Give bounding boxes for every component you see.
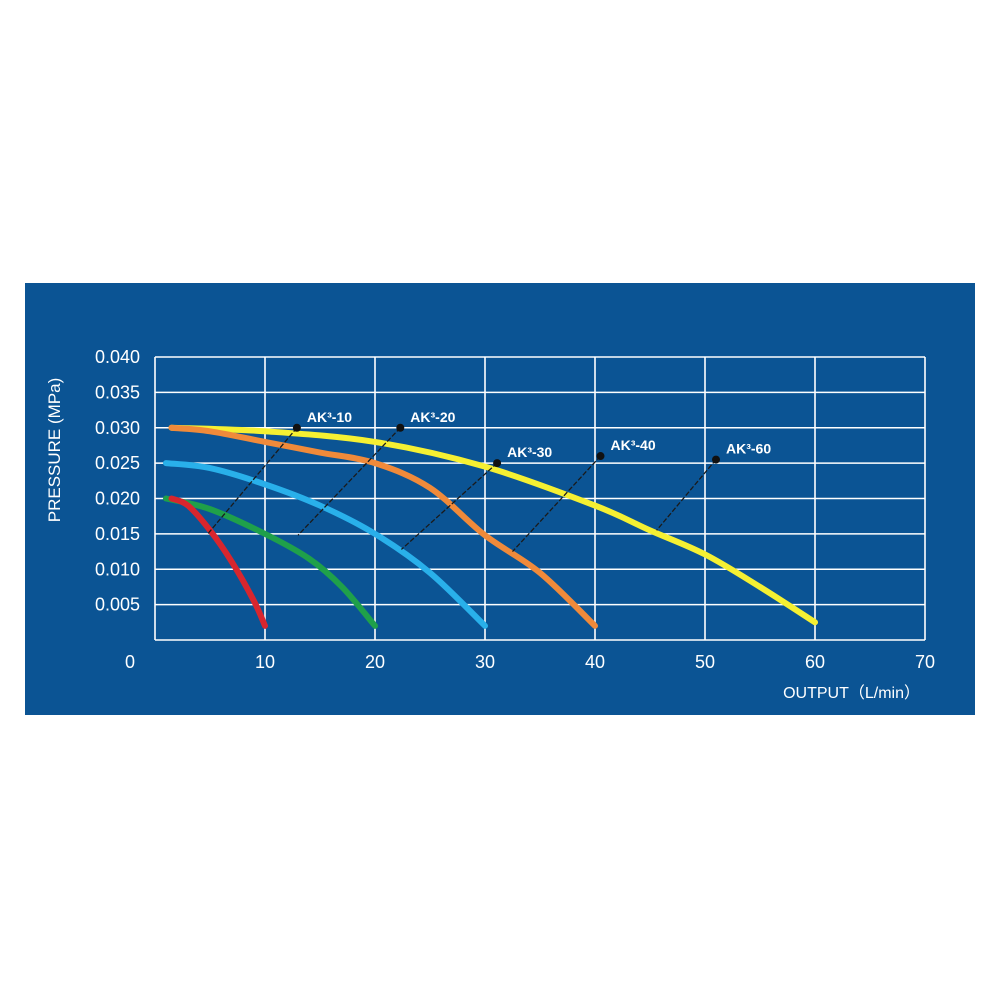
- x-tick-label: 50: [695, 652, 715, 672]
- leader-line: [297, 427, 401, 536]
- y-axis-label: PRESSURE (MPa): [45, 378, 64, 523]
- x-tick-label: 30: [475, 652, 495, 672]
- x-tick-label: 60: [805, 652, 825, 672]
- x-tick-label: 40: [585, 652, 605, 672]
- curve-ak-30: [163, 460, 488, 629]
- curve-ak-20: [163, 495, 378, 629]
- series-label: AK³-30: [507, 444, 552, 460]
- leaders: AK³-10 AK³-20 AK³-30 AK³-40 AK³-60: [207, 409, 771, 553]
- leader-line: [400, 462, 498, 550]
- y-tick-label: 0.005: [95, 595, 140, 615]
- y-tick-label: 0.010: [95, 559, 140, 579]
- leader-dot: [292, 423, 301, 432]
- leader-dot: [493, 459, 502, 468]
- grid: [154, 356, 926, 641]
- tick-labels: 0 10 20 30 40 50 60 70 0.005 0.010 0.015 0.020 0.025…: [95, 347, 935, 672]
- curve-ak-40: [168, 424, 598, 629]
- y-tick-label: 0.020: [95, 489, 140, 509]
- leader-line: [512, 455, 601, 553]
- leader-dot: [712, 455, 720, 464]
- x-axis-label: OUTPUT（L/min）: [783, 684, 920, 702]
- y-tick-label: 0.030: [95, 418, 140, 438]
- leader-dot: [396, 423, 405, 432]
- leader-dot: [596, 452, 605, 461]
- leader-line: [656, 459, 717, 531]
- curve-ak-10: [168, 495, 268, 629]
- x-tick-label: 10: [255, 652, 275, 672]
- x-tick-label: 20: [365, 652, 385, 672]
- series-label: AK³-40: [611, 437, 656, 453]
- series-label: AK³-60: [726, 441, 771, 457]
- x-tick-label: 70: [915, 652, 935, 672]
- y-tick-label: 0.025: [95, 453, 140, 473]
- y-tick-label: 0.035: [95, 382, 140, 402]
- series-label: AK³-20: [410, 409, 455, 425]
- curve-ak-60: [168, 424, 818, 626]
- y-tick-label: 0.040: [95, 347, 140, 367]
- y-tick-label: 0.015: [95, 524, 140, 544]
- x-tick-label: 0: [125, 652, 135, 672]
- series-label: AK³-10: [307, 409, 352, 425]
- curves: [163, 424, 818, 629]
- leader-line: [207, 427, 298, 535]
